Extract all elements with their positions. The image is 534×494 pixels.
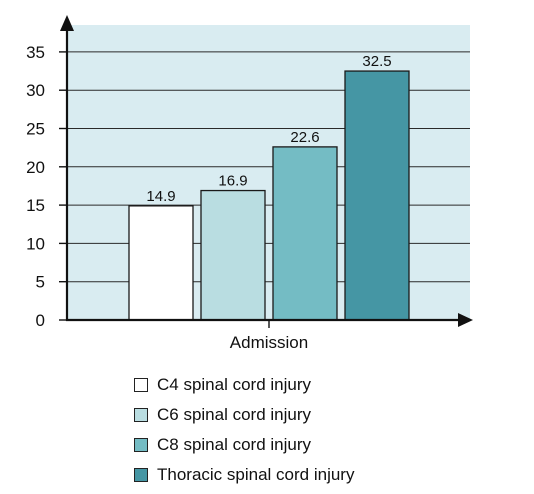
y-axis-ticks: 0 5 10 15 20 25 30 35 [26,43,67,330]
legend-label: Thoracic spinal cord injury [157,465,355,484]
legend-item-thoracic-spinal-cord-injury: Thoracic spinal cord injury [134,460,354,490]
data-label-thoracic-spinal-cord-injury: 32.5 [362,53,391,70]
legend-swatch [134,378,148,392]
legend-label: C8 spinal cord injury [157,435,312,454]
bar-c6-spinal-cord-injury [200,189,266,321]
y-axis-arrowhead [60,15,74,31]
bar-thoracic-spinal-cord-injury [344,70,410,321]
data-label-c4-spinal-cord-injury: 14.9 [146,188,175,205]
y-tick-label-20: 20 [26,158,45,177]
x-axis-arrowhead [458,313,473,327]
legend-label: C4 spinal cord injury [157,375,312,394]
bar-c8-spinal-cord-injury [272,146,338,321]
y-tick-label-30: 30 [26,81,45,100]
y-tick-label-0: 0 [36,311,45,330]
y-tick-label-15: 15 [26,196,45,215]
value-labels: 14.9 16.9 22.6 32.5 [146,53,391,205]
legend-item-c4-spinal-cord-injury: C4 spinal cord injury [134,370,354,400]
legend-item-c8-spinal-cord-injury: C8 spinal cord injury [134,430,354,460]
y-tick-label-5: 5 [36,273,45,292]
legend: C4 spinal cord injury C6 spinal cord inju… [134,370,354,490]
data-label-c6-spinal-cord-injury: 16.9 [218,173,247,190]
y-tick-label-25: 25 [26,120,45,139]
legend-swatch [134,438,148,452]
y-tick-label-10: 10 [26,234,45,253]
bar-c4-spinal-cord-injury [128,205,194,321]
bar-chart: 14.9 16.9 22.6 32.5 0 5 10 15 20 25 30 35 Admissio… [26,15,473,352]
axes [60,15,473,327]
legend-item-c6-spinal-cord-injury: C6 spinal cord injury [134,400,354,430]
legend-swatch [134,468,148,482]
x-tick-label: Admission [230,333,308,352]
x-axis-ticks: Admission [230,320,308,352]
y-tick-label-35: 35 [26,43,45,62]
legend-label: C6 spinal cord injury [157,405,312,424]
legend-swatch [134,408,148,422]
data-label-c8-spinal-cord-injury: 22.6 [290,129,319,146]
